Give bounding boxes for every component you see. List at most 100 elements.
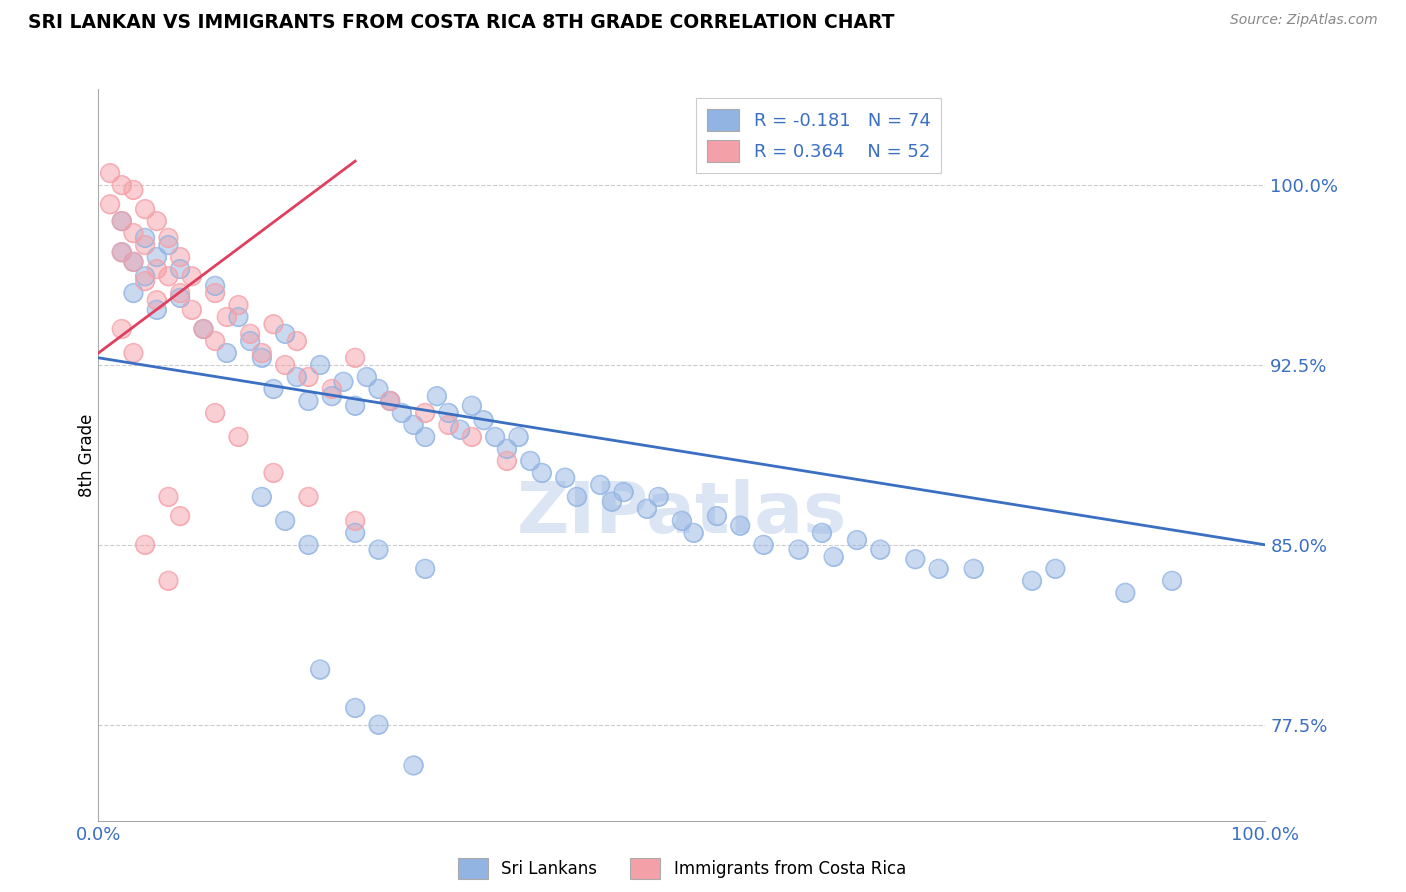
Point: [413, 406, 436, 420]
Point: [367, 542, 389, 557]
Point: [204, 406, 226, 420]
Point: [845, 533, 868, 547]
Point: [274, 358, 297, 372]
Point: [250, 346, 273, 360]
Point: [402, 758, 425, 772]
Point: [285, 370, 308, 384]
Point: [321, 382, 343, 396]
Point: [146, 262, 169, 277]
Point: [239, 334, 262, 348]
Point: [204, 286, 226, 301]
Point: [344, 701, 367, 715]
Point: [297, 394, 319, 409]
Point: [600, 494, 623, 508]
Point: [321, 382, 343, 396]
Point: [589, 478, 612, 492]
Point: [134, 202, 156, 216]
Point: [169, 250, 191, 264]
Point: [413, 430, 436, 444]
Point: [228, 430, 250, 444]
Point: [134, 231, 156, 245]
Point: [962, 562, 984, 576]
Point: [111, 322, 134, 336]
Point: [671, 514, 693, 528]
Point: [122, 255, 145, 269]
Point: [204, 334, 226, 348]
Point: [823, 549, 845, 564]
Point: [519, 454, 541, 468]
Point: [122, 226, 145, 240]
Point: [367, 717, 389, 731]
Point: [122, 286, 145, 301]
Point: [461, 430, 484, 444]
Point: [344, 351, 367, 365]
Point: [134, 538, 156, 552]
Point: [169, 286, 191, 301]
Point: [367, 382, 389, 396]
Point: [356, 370, 378, 384]
Point: [169, 286, 191, 301]
Point: [193, 322, 215, 336]
Point: [146, 250, 169, 264]
Point: [297, 538, 319, 552]
Point: [215, 310, 238, 324]
Point: [228, 310, 250, 324]
Point: [332, 375, 354, 389]
Point: [180, 269, 202, 284]
Legend: Sri Lankans, Immigrants from Costa Rica: Sri Lankans, Immigrants from Costa Rica: [451, 852, 912, 886]
Point: [193, 322, 215, 336]
Point: [262, 466, 284, 480]
Point: [297, 490, 319, 504]
Point: [449, 423, 471, 437]
Point: [367, 542, 389, 557]
Point: [111, 245, 134, 260]
Point: [285, 370, 308, 384]
Point: [461, 399, 484, 413]
Point: [122, 255, 145, 269]
Point: [928, 562, 950, 576]
Point: [671, 838, 693, 852]
Point: [344, 525, 367, 540]
Point: [1045, 562, 1067, 576]
Point: [285, 334, 308, 348]
Point: [111, 178, 134, 193]
Point: [157, 269, 180, 284]
Point: [495, 454, 517, 468]
Point: [157, 238, 180, 252]
Point: [461, 430, 484, 444]
Point: [250, 351, 273, 365]
Point: [122, 183, 145, 197]
Point: [671, 514, 693, 528]
Point: [309, 663, 332, 677]
Point: [262, 466, 284, 480]
Point: [98, 166, 121, 180]
Point: [706, 509, 728, 524]
Point: [321, 389, 343, 403]
Point: [146, 214, 169, 228]
Point: [134, 269, 156, 284]
Point: [239, 326, 262, 341]
Point: [134, 274, 156, 288]
Point: [111, 178, 134, 193]
Point: [180, 302, 202, 317]
Point: [122, 346, 145, 360]
Point: [297, 538, 319, 552]
Point: [391, 406, 413, 420]
Point: [111, 245, 134, 260]
Point: [228, 298, 250, 312]
Point: [146, 302, 169, 317]
Point: [378, 394, 402, 409]
Point: [811, 525, 834, 540]
Point: [169, 262, 191, 277]
Point: [344, 399, 367, 413]
Point: [508, 430, 530, 444]
Point: [413, 562, 436, 576]
Point: [204, 406, 226, 420]
Point: [146, 262, 169, 277]
Point: [204, 278, 226, 293]
Point: [426, 389, 449, 403]
Point: [134, 269, 156, 284]
Point: [297, 394, 319, 409]
Text: ZIPatlas: ZIPatlas: [517, 479, 846, 548]
Point: [297, 370, 319, 384]
